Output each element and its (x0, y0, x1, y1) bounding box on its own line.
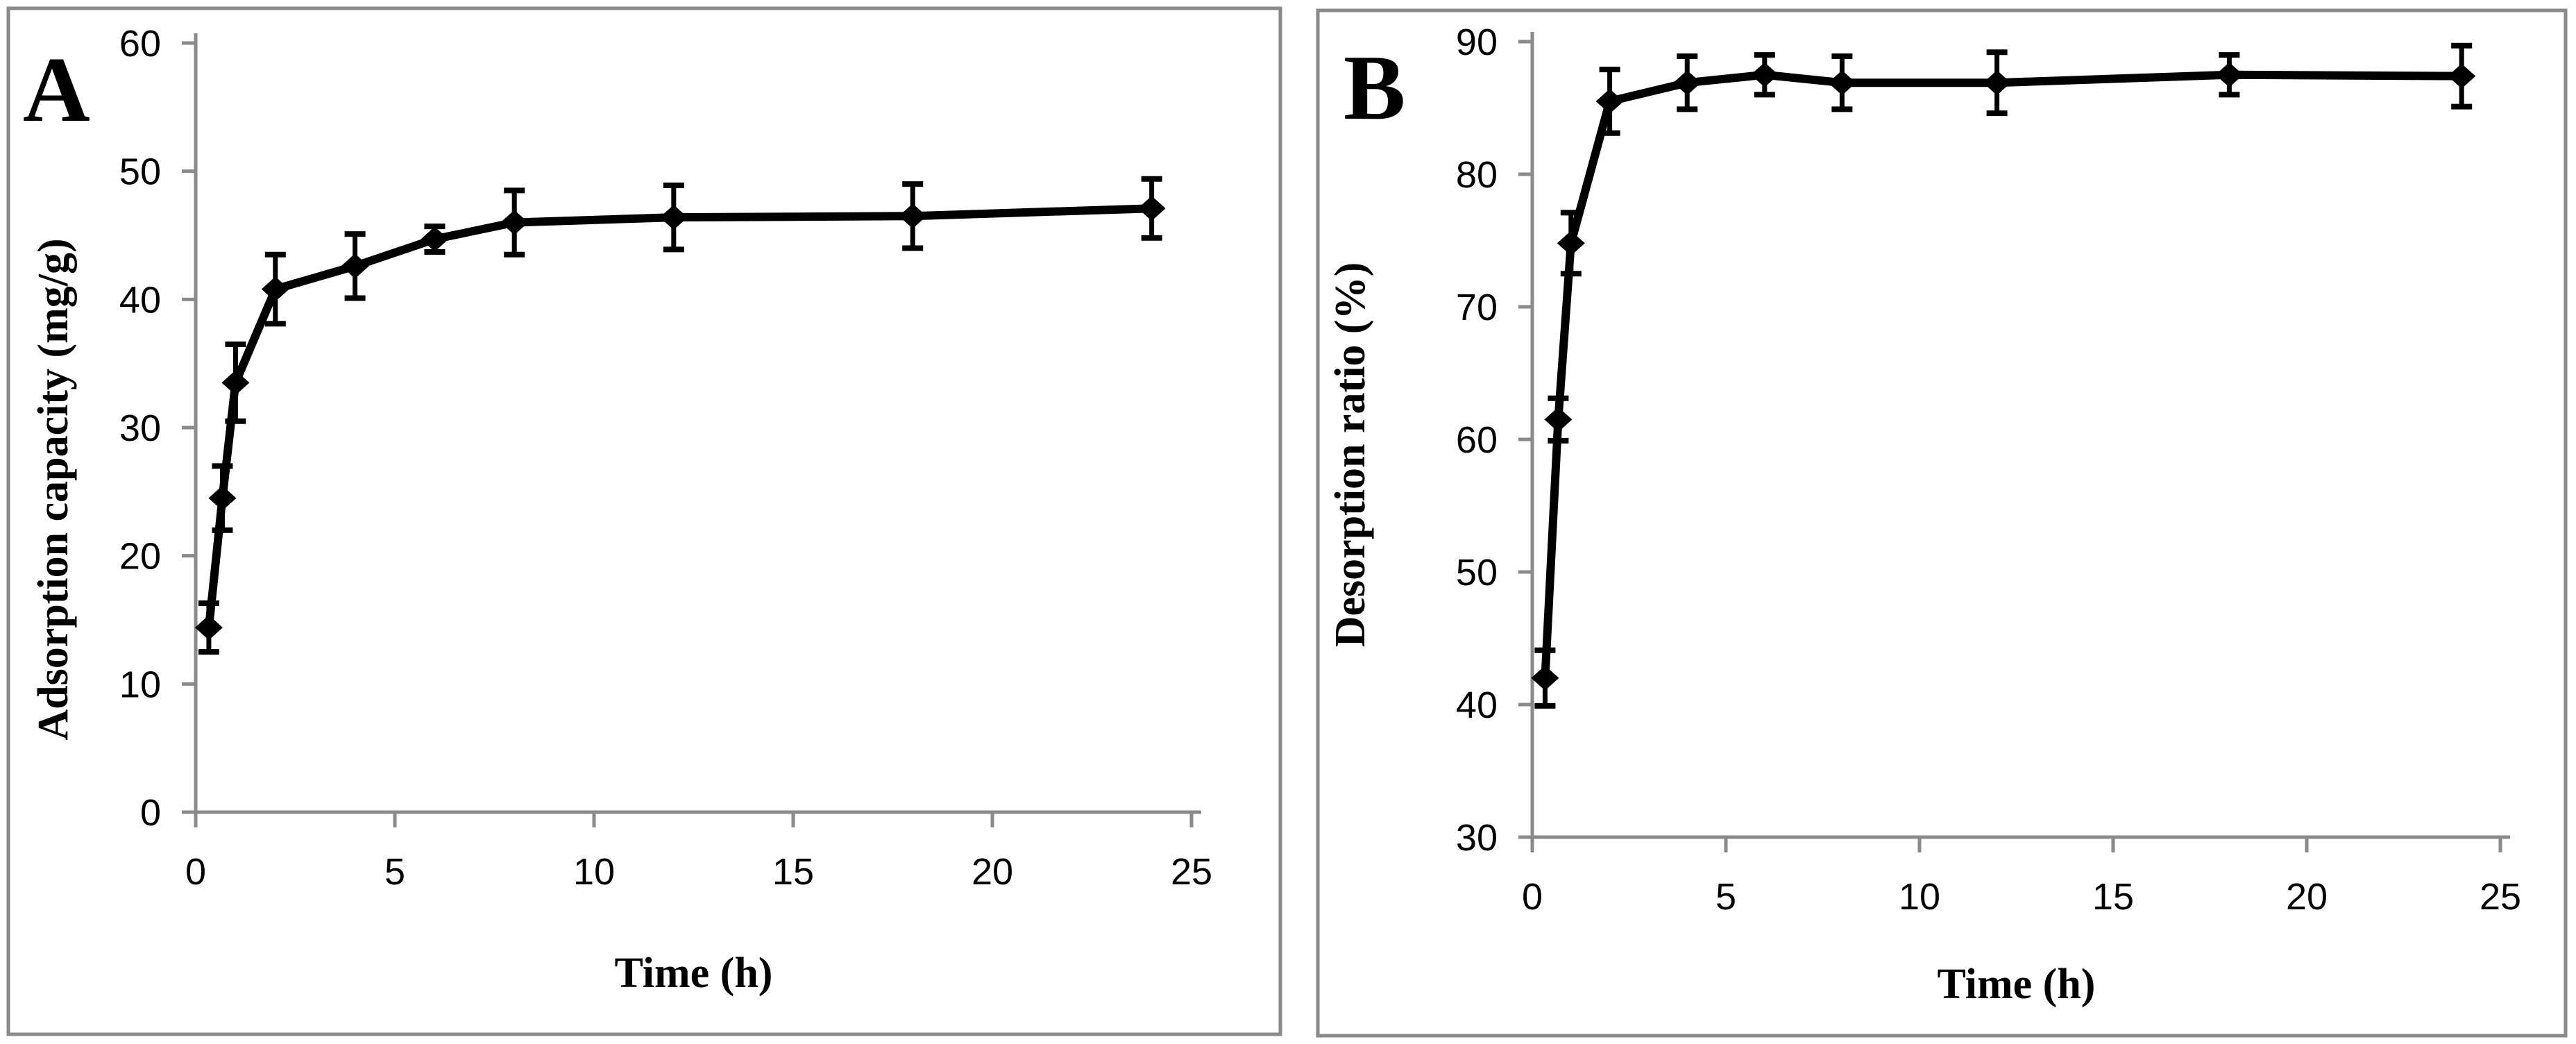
panel-a-y-axis-title: Adsorption capacity (mg/g) (30, 238, 77, 740)
data-point-marker (2448, 63, 2476, 89)
x-tick-label: 10 (573, 851, 615, 893)
data-point-marker (261, 276, 289, 302)
data-point-marker (208, 485, 237, 511)
x-tick-label: 15 (772, 851, 814, 893)
data-point-marker (1673, 70, 1702, 96)
y-tick-label: 40 (1456, 684, 1498, 726)
y-tick-label: 0 (140, 792, 161, 834)
y-tick-label: 50 (119, 151, 161, 193)
panel-letter-a: A (23, 38, 90, 141)
panel-a-frame (6, 6, 1282, 1036)
panel-a-x-axis-title: Time (h) (615, 950, 773, 997)
x-tick-label: 20 (972, 851, 1013, 893)
data-point-marker (1137, 196, 1166, 221)
series-line (204, 204, 1156, 632)
y-tick-label: 60 (1456, 419, 1498, 461)
y-tick-label: 30 (1456, 817, 1498, 859)
panel-b-y-axis-title: Desorption ratio (%) (1327, 262, 1374, 647)
y-tick-label: 50 (1456, 552, 1498, 593)
panel-b-frame (1316, 8, 2568, 1038)
data-point-marker (1828, 70, 1856, 96)
x-tick-label: 10 (1899, 876, 1940, 918)
y-tick-label: 90 (1456, 22, 1498, 63)
x-tick-label: 0 (185, 851, 206, 893)
data-point-marker (1750, 62, 1779, 87)
x-tick-label: 5 (384, 851, 405, 893)
data-point-marker (341, 253, 369, 279)
y-tick-label: 40 (119, 279, 161, 321)
y-tick-label: 70 (1456, 287, 1498, 328)
data-point-marker (1544, 407, 1573, 432)
x-tick-label: 5 (1715, 876, 1736, 918)
x-tick-label: 0 (1522, 876, 1543, 918)
data-point-marker (2215, 62, 2244, 87)
x-tick-label: 15 (2092, 876, 2134, 918)
data-point-marker (221, 370, 250, 396)
panel-letter-b: B (1344, 36, 1405, 139)
data-point-marker (1531, 665, 1559, 691)
y-tick-label: 60 (119, 23, 161, 65)
data-point-marker (659, 205, 688, 230)
series-line (1541, 70, 2466, 682)
data-point-marker (1983, 70, 2011, 96)
data-point-marker (1557, 230, 1585, 256)
x-tick-label: 25 (1171, 851, 1212, 893)
y-tick-label: 30 (119, 407, 161, 449)
y-tick-label: 20 (119, 536, 161, 578)
x-tick-label: 25 (2480, 876, 2521, 918)
data-point-marker (421, 226, 449, 252)
data-point-marker (1595, 88, 1624, 114)
data-point-marker (500, 210, 529, 235)
data-point-marker (899, 203, 927, 229)
y-tick-label: 10 (119, 664, 161, 705)
data-point-marker (194, 615, 223, 641)
x-tick-label: 20 (2286, 876, 2328, 918)
y-tick-label: 80 (1456, 154, 1498, 196)
panel-b-x-axis-title: Time (h) (1938, 961, 2096, 1008)
